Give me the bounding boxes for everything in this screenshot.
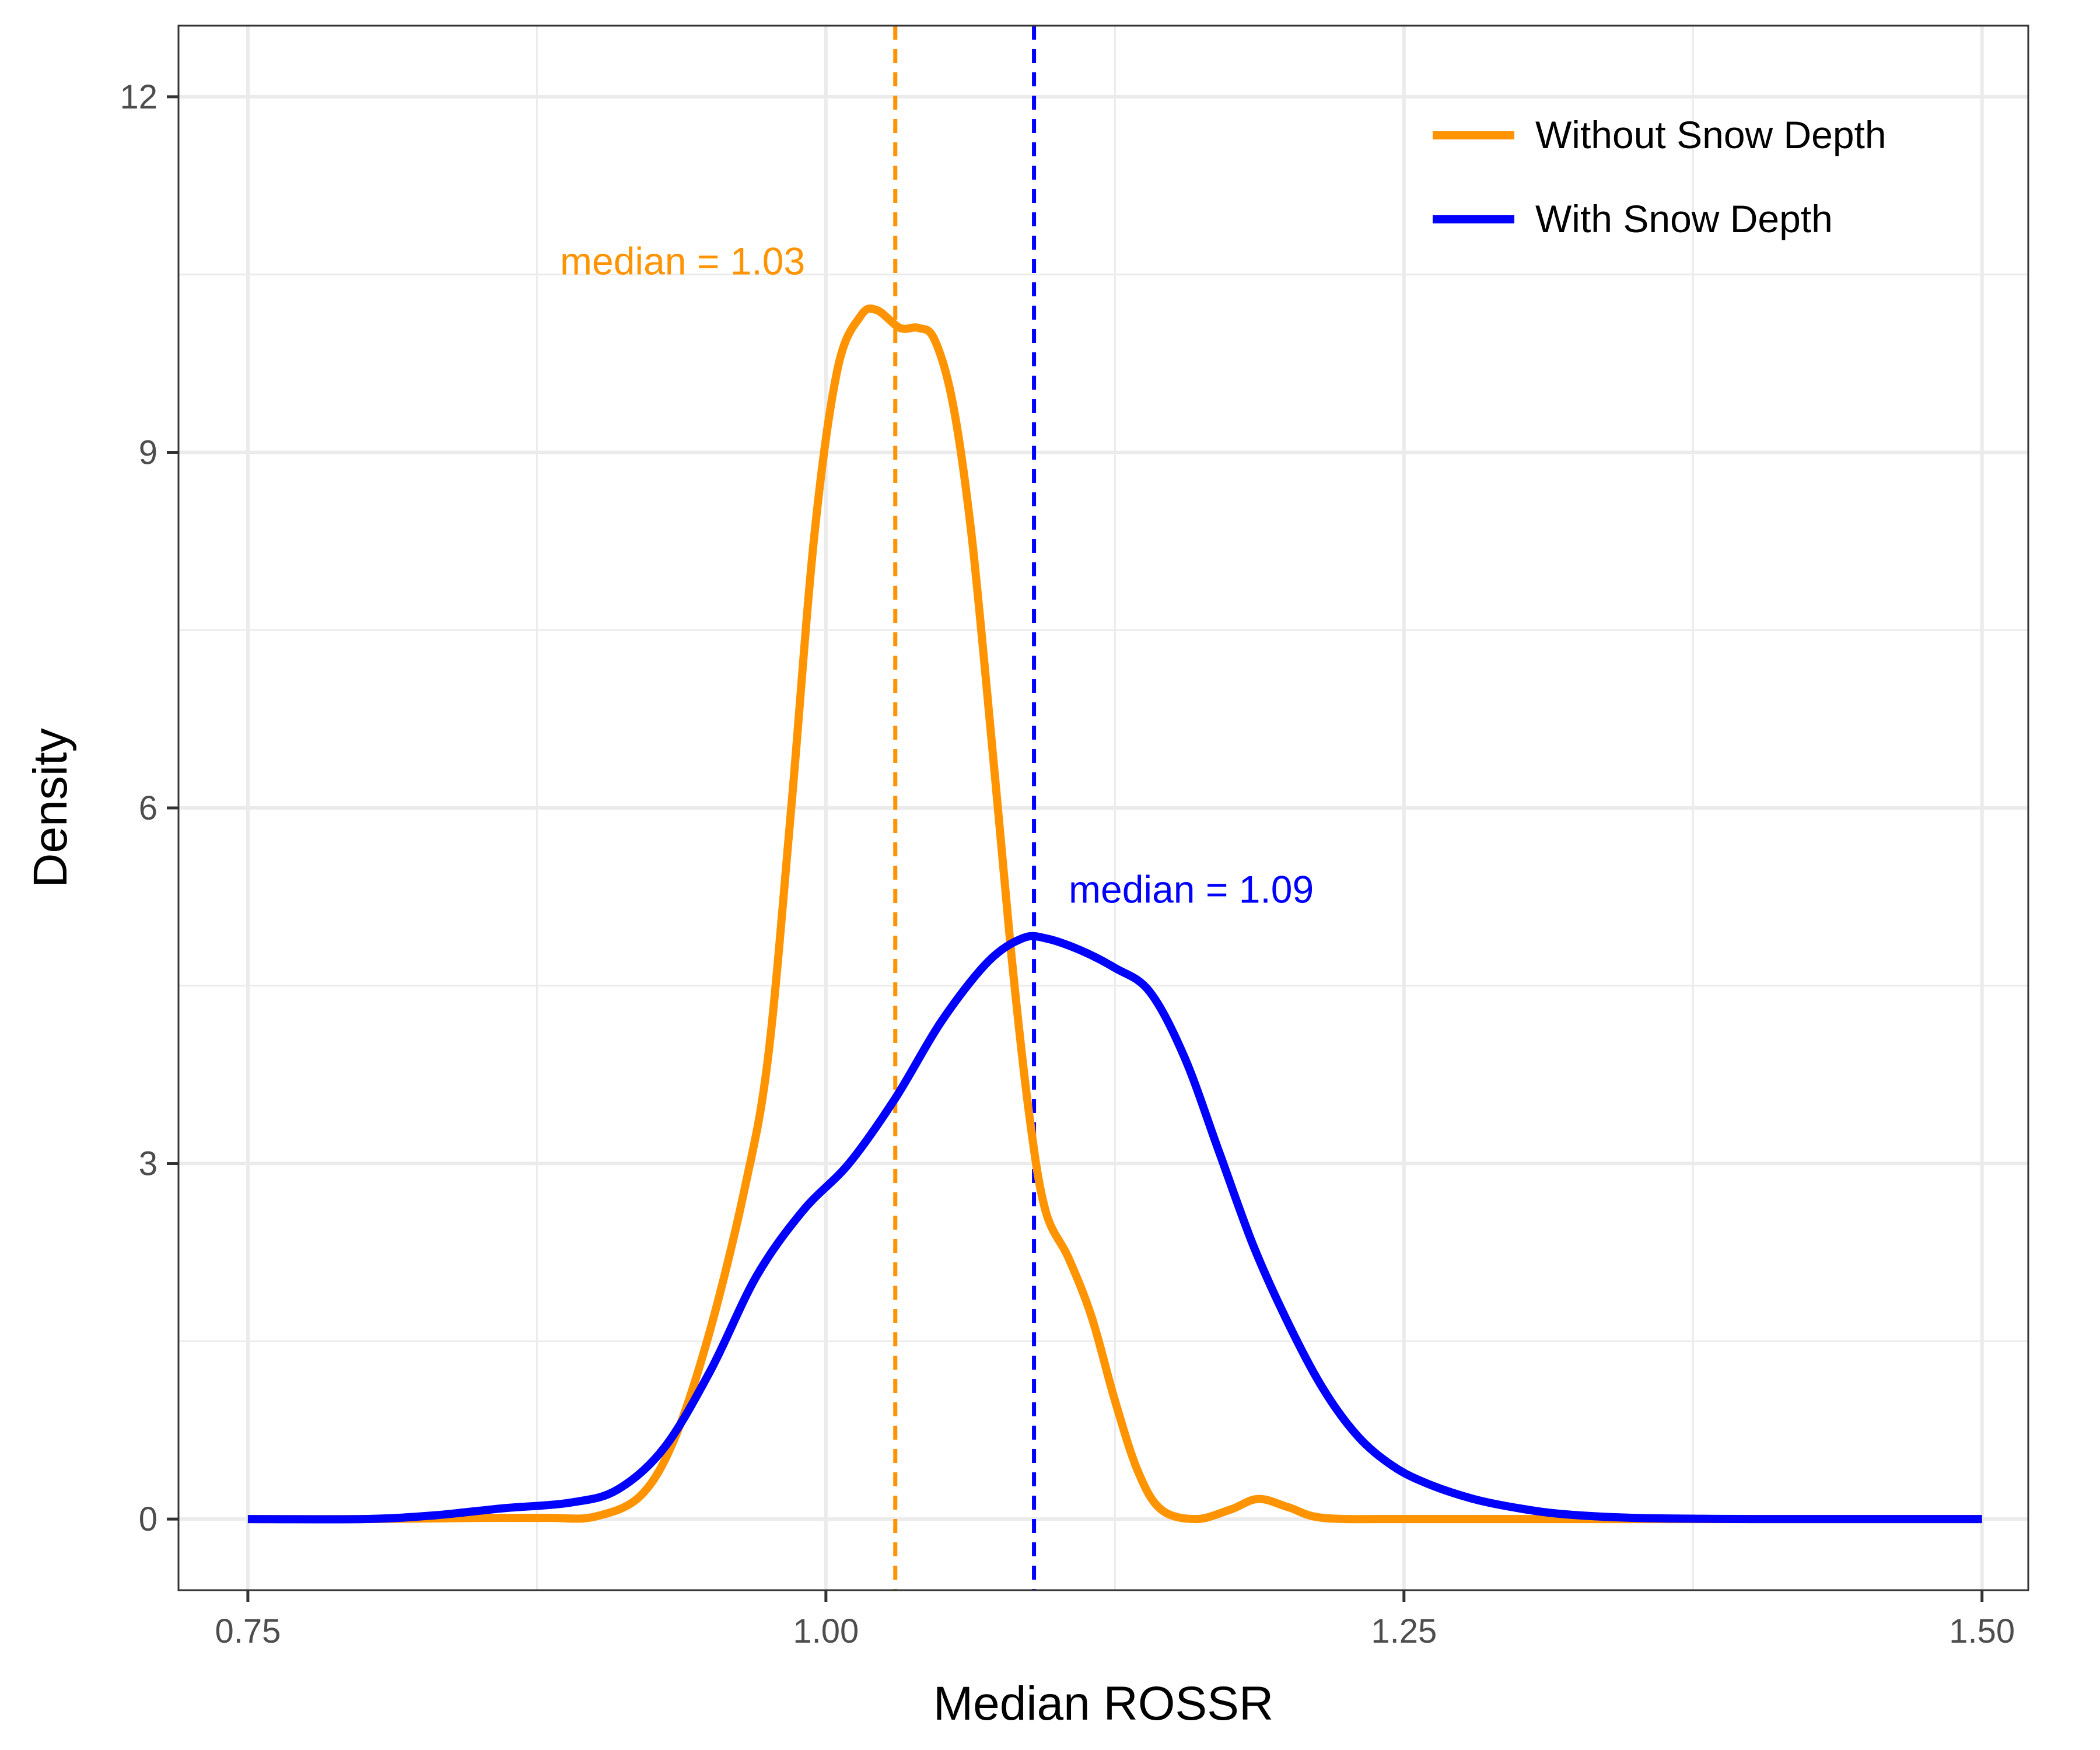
x-axis-title: Median ROSSR (933, 1677, 1273, 1730)
x-tick-label: 0.75 (215, 1612, 281, 1650)
y-tick-label: 9 (139, 433, 158, 471)
y-tick-label: 12 (120, 78, 158, 116)
x-tick-label: 1.50 (1949, 1612, 2015, 1650)
legend: Without Snow Depth With Snow Depth (1433, 113, 1887, 240)
y-tick-label: 6 (139, 789, 158, 827)
density-series (247, 304, 1982, 1524)
y-tick-label: 3 (139, 1145, 158, 1183)
y-tick-label: 0 (139, 1500, 158, 1538)
y-axis-title: Density (24, 728, 77, 887)
legend-label: Without Snow Depth (1535, 113, 1887, 156)
x-tick-label: 1.25 (1371, 1612, 1437, 1650)
median-annotation: median = 1.09 (1069, 868, 1314, 911)
annotations: median = 1.03 median = 1.09 (560, 240, 1314, 911)
without-snow-depth-density-line (247, 304, 1982, 1524)
legend-label: With Snow Depth (1535, 197, 1833, 240)
x-tick-label: 1.00 (793, 1612, 859, 1650)
axes: 0.75 1.00 1.25 1.50 0 3 6 9 12 (120, 78, 2015, 1650)
median-reference-lines (893, 26, 1037, 1590)
median-annotation: median = 1.03 (560, 240, 805, 283)
with-snow-depth-density-line (247, 932, 1982, 1524)
